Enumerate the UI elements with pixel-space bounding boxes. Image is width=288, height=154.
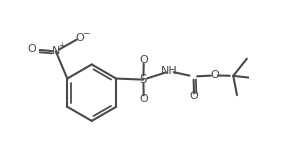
Text: N: N [52,46,60,56]
Text: O: O [210,70,219,80]
Text: S: S [140,73,147,86]
Text: +: + [58,41,64,50]
Text: O: O [27,44,36,54]
Text: O: O [139,94,148,104]
Text: O: O [190,91,198,101]
Text: −: − [82,28,90,37]
Text: O: O [75,33,84,43]
Text: O: O [139,55,148,65]
Text: NH: NH [161,66,178,76]
